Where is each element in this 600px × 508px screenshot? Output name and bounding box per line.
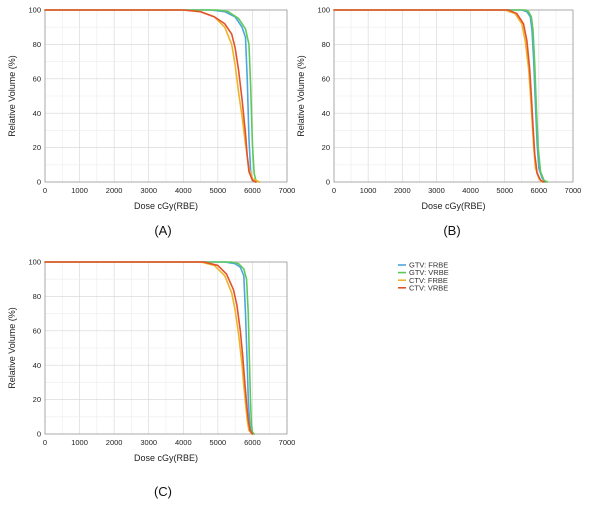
x-tick-label: 3000 <box>140 438 157 447</box>
y-tick-label: 100 <box>28 258 41 267</box>
x-tick-label: 7000 <box>565 186 582 195</box>
y-tick-label: 20 <box>33 143 41 152</box>
y-axis-label: Relative Volume (%) <box>7 55 17 137</box>
y-axis-label: Relative Volume (%) <box>7 307 17 389</box>
y-tick-label: 60 <box>322 74 330 83</box>
y-tick-label: 0 <box>37 430 41 439</box>
x-tick-label: 4000 <box>175 438 192 447</box>
x-tick-label: 6000 <box>244 438 261 447</box>
x-tick-label: 0 <box>332 186 336 195</box>
y-tick-label: 60 <box>33 74 41 83</box>
panel-label-b: (B) <box>443 223 460 238</box>
chart-panel-a: 0 1000 2000 3000 4000 5000 6000 7000 0 20 40 60 80 10… <box>7 6 295 238</box>
series-line-gtv-vrbe <box>333 9 549 183</box>
x-tick-label: 0 <box>43 186 47 195</box>
x-tick-label: 4000 <box>175 186 192 195</box>
y-tick-label: 20 <box>322 143 330 152</box>
series-line-ctv-vrbe <box>333 9 545 183</box>
legend-entry: CTV: FRBE <box>409 276 448 285</box>
legend-entry: GTV: FRBE <box>409 261 448 270</box>
y-tick-label: 0 <box>326 178 330 187</box>
y-tick-label: 40 <box>322 109 330 118</box>
series-line-ctv-vrbe <box>44 261 254 435</box>
series-line-gtv-vrbe <box>44 261 255 435</box>
x-tick-label: 2000 <box>106 438 123 447</box>
chart-panel-b: 0 1000 2000 3000 4000 5000 6000 7000 0 20 40 60 80 10… <box>296 6 581 238</box>
panel-label-a: (A) <box>154 223 171 238</box>
y-tick-label: 80 <box>33 292 41 301</box>
y-tick-label: 80 <box>33 40 41 49</box>
x-tick-label: 7000 <box>279 186 296 195</box>
x-tick-label: 1000 <box>71 438 88 447</box>
y-tick-label: 20 <box>33 395 41 404</box>
legend-entry: GTV: VRBE <box>409 268 449 277</box>
y-tick-label: 80 <box>322 40 330 49</box>
x-tick-label: 2000 <box>394 186 411 195</box>
x-tick-label: 3000 <box>140 186 157 195</box>
y-tick-label: 100 <box>28 6 41 15</box>
x-tick-label: 7000 <box>279 438 296 447</box>
legend-entry: CTV: VRBE <box>409 283 448 292</box>
x-tick-label: 5000 <box>210 438 227 447</box>
x-tick-label: 3000 <box>428 186 445 195</box>
x-tick-label: 0 <box>43 438 47 447</box>
y-tick-label: 100 <box>317 6 330 15</box>
series-line-ctv-frbe <box>44 261 254 435</box>
panel-label-c: (C) <box>154 484 172 499</box>
x-tick-label: 6000 <box>244 186 261 195</box>
y-tick-label: 40 <box>33 109 41 118</box>
y-tick-label: 0 <box>37 178 41 187</box>
x-tick-label: 5000 <box>210 186 227 195</box>
x-tick-label: 2000 <box>106 186 123 195</box>
chart-panel-c: 0 1000 2000 3000 4000 5000 6000 7000 0 20 40 60 80 10… <box>7 258 295 499</box>
x-tick-label: 1000 <box>71 186 88 195</box>
x-tick-label: 5000 <box>496 186 513 195</box>
y-tick-label: 40 <box>33 361 41 370</box>
x-tick-label: 4000 <box>462 186 479 195</box>
x-axis-label: Dose cGy(RBE) <box>134 453 198 463</box>
x-axis-label: Dose cGy(RBE) <box>421 201 485 211</box>
series-line-ctv-vrbe <box>44 9 257 183</box>
y-tick-label: 60 <box>33 326 41 335</box>
x-tick-label: 6000 <box>531 186 548 195</box>
x-tick-label: 1000 <box>360 186 377 195</box>
x-axis-label: Dose cGy(RBE) <box>134 201 198 211</box>
y-axis-label: Relative Volume (%) <box>296 55 306 137</box>
series-line-gtv-vrbe <box>44 9 261 183</box>
